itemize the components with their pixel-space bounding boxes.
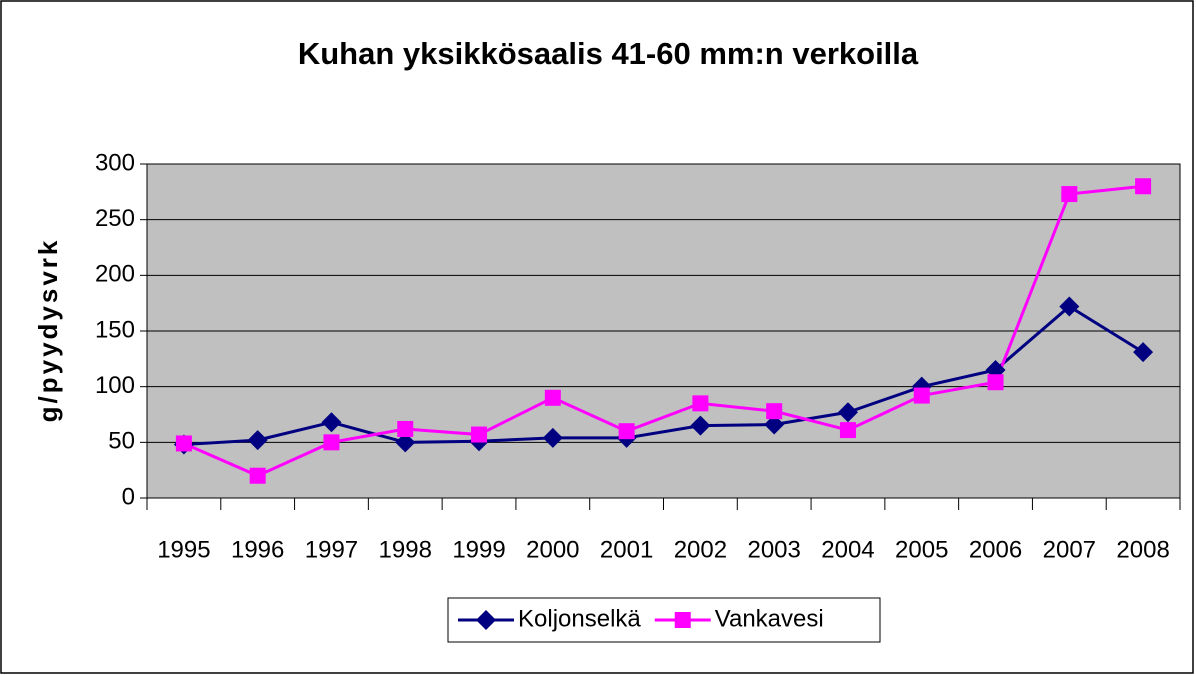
x-tick-label: 2002 — [674, 536, 727, 563]
data-point — [839, 422, 856, 439]
y-tick-label: 150 — [95, 316, 135, 343]
data-point — [542, 427, 563, 448]
y-tick-label: 300 — [95, 149, 135, 176]
data-point — [987, 374, 1004, 391]
legend-marker — [476, 610, 496, 630]
x-tick-label: 1995 — [157, 536, 210, 563]
data-point — [618, 423, 635, 440]
data-point — [1135, 178, 1152, 195]
x-tick-label: 2004 — [821, 536, 874, 563]
x-tick-label: 2005 — [895, 536, 948, 563]
data-point — [913, 387, 930, 404]
y-tick-label: 0 — [122, 483, 135, 510]
x-tick-label: 2008 — [1116, 536, 1169, 563]
x-tick-label: 1996 — [231, 536, 284, 563]
data-point — [1061, 186, 1078, 203]
data-point — [249, 467, 266, 484]
data-point — [175, 435, 192, 452]
x-tick-label: 2001 — [600, 536, 653, 563]
chart-title: Kuhan yksikkösaalis 41-60 mm:n verkoilla — [298, 36, 919, 71]
data-point — [395, 432, 416, 453]
legend-label: Koljonselkä — [518, 605, 641, 632]
y-tick-label: 50 — [108, 428, 135, 455]
data-point — [690, 415, 711, 436]
data-point — [764, 414, 785, 435]
data-point — [471, 426, 488, 443]
data-point — [544, 389, 561, 406]
series-line — [183, 184, 1144, 478]
x-tick-label: 1999 — [452, 536, 505, 563]
x-tick-label: 2007 — [1043, 536, 1096, 563]
legend-marker — [674, 612, 691, 628]
x-tick-label: 2003 — [747, 536, 800, 563]
x-tick-label: 2000 — [526, 536, 579, 563]
legend-label: Vankavesi — [715, 605, 824, 632]
x-tick-label: 2006 — [969, 536, 1022, 563]
data-point — [397, 420, 414, 437]
series-line — [183, 304, 1144, 447]
data-point — [692, 395, 709, 412]
y-tick-label: 200 — [95, 261, 135, 288]
y-axis-label: g/pyydysvrk — [33, 238, 63, 423]
data-point — [321, 412, 342, 433]
data-point — [837, 402, 858, 423]
data-point — [766, 403, 783, 420]
data-point — [1133, 342, 1154, 363]
x-tick-label: 1998 — [379, 536, 432, 563]
y-tick-label: 100 — [95, 372, 135, 399]
y-tick-label: 250 — [95, 205, 135, 232]
data-point — [247, 430, 268, 451]
data-point — [1059, 296, 1080, 317]
x-tick-label: 1997 — [305, 536, 358, 563]
data-point — [323, 434, 340, 451]
